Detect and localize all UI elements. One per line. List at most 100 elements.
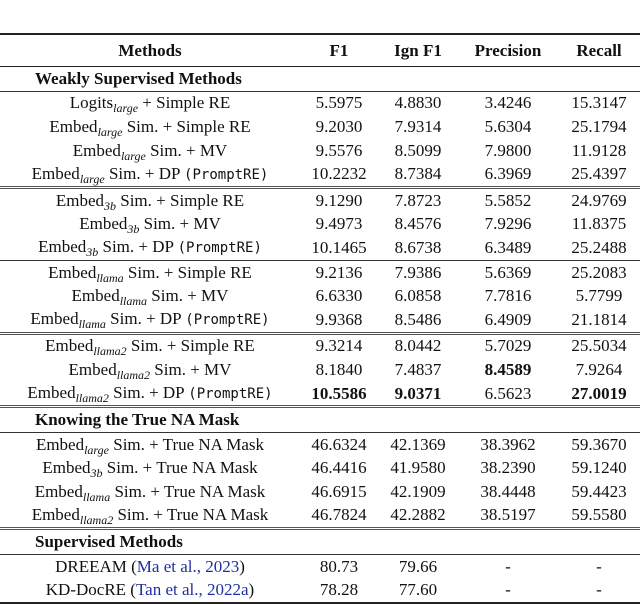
- f1-cell: 9.3214: [315, 336, 363, 356]
- method-cell: Embedllama2 Sim. + MV: [0, 358, 300, 382]
- method-subscript: llama2: [93, 344, 127, 359]
- method-subscript: llama2: [75, 391, 109, 406]
- method-name: Embed: [42, 458, 91, 478]
- method-cell: Embed3b Sim. + MV: [0, 213, 300, 237]
- recall-cell: 59.3670: [571, 434, 627, 454]
- ign-f1-cell: 8.7384: [394, 164, 442, 184]
- f1-cell: 78.28: [319, 580, 359, 600]
- method-suffix: Sim. + DP: [104, 163, 185, 183]
- method-cell: Embedlarge Sim. + DP (PromptRE): [0, 162, 300, 187]
- precision-cell: 6.4909: [484, 309, 532, 329]
- method-subscript: llama2: [79, 513, 114, 528]
- method-subscript: large: [79, 171, 105, 186]
- method-suffix: Sim. + MV: [139, 214, 221, 234]
- method-suffix: Sim. + Simple RE: [122, 116, 251, 136]
- method-cell: Embedlarge Sim. + Simple RE: [0, 115, 300, 139]
- ign-f1-cell: 79.66: [398, 556, 438, 576]
- table-row: Logitslarge + Simple RE 5.5975 4.8830 3.424…: [0, 91, 640, 115]
- ign-f1-cell: 6.0858: [394, 286, 442, 306]
- method-suffix: Sim. + MV: [145, 140, 228, 160]
- citation-link[interactable]: Ma et al., 2023: [136, 556, 240, 576]
- recall-cell: 25.1794: [571, 116, 627, 136]
- precision-cell: 6.3489: [484, 237, 532, 257]
- method-name: Embed: [68, 359, 117, 379]
- f1-cell: 46.6324: [311, 434, 367, 454]
- ign-f1-cell: 7.9386: [394, 262, 442, 282]
- ign-f1-cell: 9.0371: [394, 383, 442, 403]
- table-row: Embedlarge Sim. + DP (PromptRE) 10.2232 8.…: [0, 162, 640, 188]
- method-cell: Embedllama Sim. + Simple RE: [0, 260, 300, 284]
- method-cell: Embedllama Sim. + True NA Mask: [0, 480, 300, 504]
- method-subscript: llama: [96, 270, 124, 285]
- precision-cell: 6.3969: [484, 164, 532, 184]
- method-cell: Embedlarge Sim. + True NA Mask: [0, 432, 300, 456]
- header-methods: Methods: [118, 40, 182, 60]
- method-subscript: 3b: [127, 222, 140, 237]
- ign-f1-cell: 8.5099: [394, 140, 442, 160]
- method-suffix: Sim. + True NA Mask: [102, 458, 258, 478]
- precision-cell: 8.4589: [484, 359, 532, 379]
- method-cell: KD-DocRE (Tan et al., 2022a): [0, 578, 300, 603]
- ign-f1-cell: 7.8723: [394, 190, 442, 210]
- method-name: Embed: [27, 383, 76, 403]
- table-row: DREEAM (Ma et al., 2023) 80.73 79.66 - -: [0, 554, 640, 578]
- table-row: Embedlarge Sim. + Simple RE 9.2030 7.9314 5…: [0, 115, 640, 139]
- ign-f1-cell: 42.1369: [390, 434, 446, 454]
- section-title: Weakly Supervised Methods: [35, 68, 242, 88]
- precision-cell: 7.9800: [484, 140, 532, 160]
- ign-f1-cell: 41.9580: [390, 458, 446, 478]
- method-suffix: + Simple RE: [138, 93, 231, 113]
- header-precision: Precision: [474, 40, 542, 60]
- method-name: Embed: [55, 190, 104, 210]
- method-name: Logits: [69, 93, 114, 113]
- method-name: Embed: [48, 262, 97, 282]
- recall-cell: 15.3147: [571, 93, 627, 113]
- recall-cell: 7.9264: [575, 359, 623, 379]
- precision-cell: 6.5623: [484, 383, 532, 403]
- method-suffix: Sim. + Simple RE: [123, 262, 252, 282]
- method-name: Embed: [72, 140, 121, 160]
- ign-f1-cell: 7.9314: [394, 116, 442, 136]
- table-row: Embedllama2 Sim. + MV 8.1840 7.4837 8.4589 7…: [0, 358, 640, 382]
- precision-cell: 5.6369: [484, 262, 532, 282]
- f1-cell: 10.2232: [311, 164, 367, 184]
- recall-cell: 59.1240: [571, 458, 627, 478]
- method-suffix: Sim. + True NA Mask: [113, 505, 269, 525]
- method-cell: Embedlarge Sim. + MV: [0, 139, 300, 163]
- method-suffix: Sim. + True NA Mask: [108, 434, 265, 454]
- method-subscript: llama: [78, 317, 106, 332]
- method-code: (PromptRE): [184, 166, 269, 183]
- method-code: (PromptRE): [185, 312, 270, 329]
- method-suffix: Sim. + Simple RE: [116, 190, 245, 210]
- method-name: Embed: [71, 286, 120, 306]
- citation-close: ): [239, 556, 245, 576]
- precision-cell: -: [505, 556, 511, 576]
- method-code: (PromptRE): [177, 240, 262, 257]
- recall-cell: -: [596, 556, 602, 576]
- f1-cell: 9.4973: [315, 214, 363, 234]
- table-row: Embedllama Sim. + MV 6.6330 6.0858 7.7816 5.…: [0, 284, 640, 308]
- method-suffix: Sim. + True NA Mask: [110, 481, 266, 501]
- section-title: Supervised Methods: [35, 532, 183, 552]
- method-subscript: large: [113, 101, 139, 116]
- method-suffix: Sim. + MV: [150, 359, 232, 379]
- f1-cell: 9.2030: [315, 116, 363, 136]
- ign-f1-cell: 77.60: [398, 580, 438, 600]
- f1-cell: 10.5586: [311, 383, 367, 403]
- recall-cell: 24.9769: [571, 190, 627, 210]
- citation-link[interactable]: Tan et al., 2022a: [135, 580, 249, 600]
- method-name: Embed: [49, 116, 98, 136]
- recall-cell: 25.2083: [571, 262, 627, 282]
- method-suffix: Sim. + DP: [105, 309, 186, 329]
- method-subscript: large: [84, 442, 109, 457]
- method-name: DREEAM (: [55, 556, 137, 576]
- precision-cell: 5.5852: [484, 190, 532, 210]
- table-row: Embedllama Sim. + True NA Mask 46.6915 42.…: [0, 480, 640, 504]
- table-row: KD-DocRE (Tan et al., 2022a) 78.28 77.60 - -: [0, 578, 640, 604]
- header-recall: Recall: [576, 40, 622, 60]
- method-suffix: Sim. + MV: [147, 286, 229, 306]
- precision-cell: 7.7816: [484, 286, 532, 306]
- method-subscript: llama2: [116, 367, 151, 382]
- precision-cell: 5.7029: [484, 336, 532, 356]
- recall-cell: 59.5580: [571, 505, 627, 525]
